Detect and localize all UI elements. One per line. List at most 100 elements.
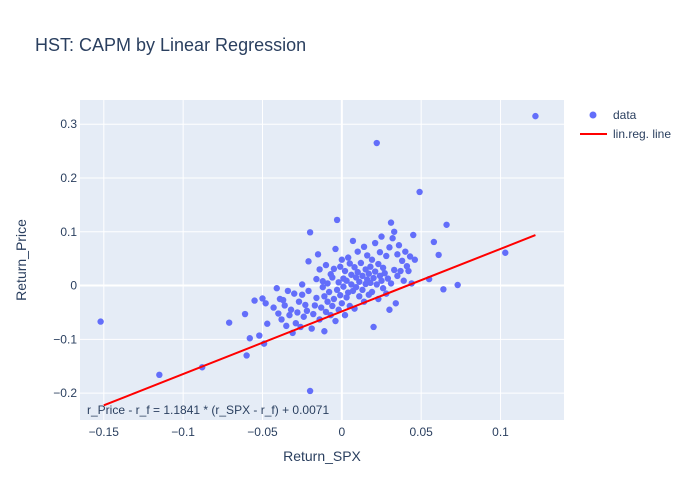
data-point[interactable] [256,332,263,339]
data-point[interactable] [246,335,253,342]
data-point[interactable] [383,252,390,260]
data-point[interactable] [303,307,311,315]
data-point[interactable] [430,238,438,246]
data-point[interactable] [262,300,269,307]
data-point[interactable] [251,297,258,304]
data-point[interactable] [259,295,266,302]
data-point[interactable] [319,278,326,285]
data-point[interactable] [306,387,314,395]
data-point[interactable] [354,268,361,276]
data-point[interactable] [294,309,301,316]
data-point[interactable] [341,311,349,319]
data-point[interactable] [354,248,361,255]
data-point[interactable] [284,287,292,295]
data-point[interactable] [371,239,379,247]
data-point[interactable] [367,263,374,270]
legend-item-data[interactable]: data [589,108,637,122]
data-point[interactable] [321,328,328,335]
data-point[interactable] [365,270,373,277]
data-point[interactable] [295,298,303,305]
legend-item-line[interactable]: lin.reg. line [580,127,671,141]
data-point[interactable] [343,294,350,301]
data-point[interactable] [386,244,393,251]
data-point[interactable] [308,325,315,332]
data-point[interactable] [346,260,353,267]
data-point[interactable] [395,242,403,249]
data-point[interactable] [243,352,250,359]
data-point[interactable] [357,259,365,267]
data-point[interactable] [376,272,384,280]
data-point[interactable] [321,293,328,300]
data-point[interactable] [391,266,398,274]
data-point[interactable] [371,268,379,275]
data-point[interactable] [394,251,401,258]
data-point[interactable] [298,281,306,288]
data-point[interactable] [379,285,387,292]
data-point[interactable] [376,249,384,256]
data-point[interactable] [264,320,271,327]
data-point[interactable] [349,237,357,245]
data-point[interactable] [368,256,376,263]
data-point[interactable] [330,265,338,273]
data-point[interactable] [241,310,249,318]
data-point[interactable] [338,256,346,263]
data-point[interactable] [305,258,312,265]
data-point[interactable] [300,313,307,320]
data-point[interactable] [313,294,320,302]
data-point[interactable] [391,228,398,235]
data-point[interactable] [400,277,407,284]
data-point[interactable] [416,188,423,196]
data-point[interactable] [319,283,326,291]
data-point[interactable] [359,272,366,280]
data-point[interactable] [273,285,280,292]
data-point[interactable] [324,280,331,287]
data-point[interactable] [389,235,396,242]
data-point[interactable] [502,249,509,256]
data-point[interactable] [443,221,450,228]
data-point[interactable] [373,281,380,288]
data-point[interactable] [368,288,376,296]
data-point[interactable] [332,317,339,325]
data-point[interactable] [384,275,392,282]
data-point[interactable] [532,112,539,120]
data-point[interactable] [279,296,287,304]
data-point[interactable] [398,257,406,265]
data-point[interactable] [156,371,163,379]
data-point[interactable] [332,245,339,253]
data-point[interactable] [322,308,330,316]
data-point[interactable] [316,266,323,273]
data-point[interactable] [311,302,319,309]
data-point[interactable] [305,287,312,295]
data-point[interactable] [348,281,355,288]
data-point[interactable] [403,262,411,270]
data-point[interactable] [387,219,395,226]
data-point[interactable] [435,251,442,259]
data-point[interactable] [402,248,409,255]
data-point[interactable] [397,267,404,275]
data-point[interactable] [348,271,355,278]
data-point[interactable] [394,272,401,280]
data-point[interactable] [405,267,412,275]
data-point[interactable] [292,319,300,327]
data-point[interactable] [370,274,377,282]
data-point[interactable] [291,290,298,297]
data-point[interactable] [281,302,288,309]
data-point[interactable] [352,283,360,291]
data-point[interactable] [340,283,347,290]
regression-line[interactable] [103,234,536,407]
data-point[interactable] [341,267,349,275]
data-point[interactable] [375,260,382,268]
data-point[interactable] [378,277,385,284]
data-point[interactable] [333,286,341,294]
data-point[interactable] [329,274,336,281]
data-point[interactable] [337,263,344,270]
data-point[interactable] [344,254,352,261]
data-point[interactable] [313,275,320,283]
data-point[interactable] [283,322,290,330]
data-point[interactable] [298,291,306,298]
data-point[interactable] [343,277,350,284]
data-point[interactable] [392,300,399,307]
data-point[interactable] [335,279,342,286]
data-point[interactable] [306,229,314,236]
data-point[interactable] [440,286,447,293]
